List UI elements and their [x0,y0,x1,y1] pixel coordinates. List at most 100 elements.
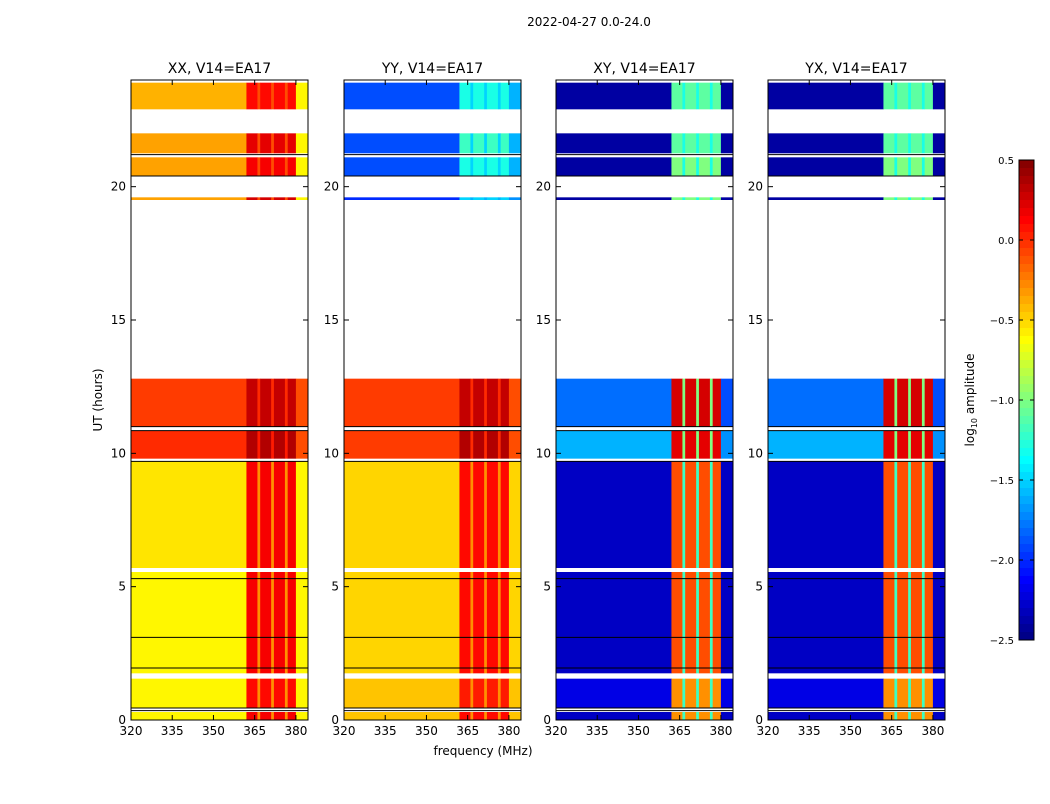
heatmap-cell [271,461,275,568]
heatmap-cell [500,678,510,708]
heatmap-cell [459,712,471,720]
heatmap-cell [709,133,713,154]
heatmap-cell [908,197,912,200]
heatmap-cell [246,461,258,568]
y-tick-label: 5 [331,580,339,594]
heatmap-cell [473,197,485,200]
heatmap-cell [295,572,309,674]
heatmap-cell [897,197,909,200]
heatmap-cell [131,678,247,708]
colorbar-segment [1019,592,1034,601]
heatmap-cell [131,157,247,176]
heatmap-cell [246,378,258,427]
heatmap-cell [932,82,946,110]
heatmap-cell [257,572,261,674]
colorbar-segment [1019,208,1034,217]
heatmap-cell [696,430,700,459]
colorbar-segment [1019,168,1034,177]
colorbar-segment [1019,584,1034,593]
heatmap-cell [295,82,309,110]
heatmap-cell [470,430,474,459]
heatmap-cell [908,712,912,720]
y-tick-label: 10 [324,446,339,460]
heatmap-cell [486,712,499,720]
heatmap-cell [500,133,510,154]
heatmap-cell [284,712,288,720]
heatmap-cell [287,197,297,200]
heatmap-cell [284,82,288,110]
heatmap-cell [508,82,522,110]
heatmap-cell [484,378,488,427]
heatmap-cell [696,157,700,176]
colorbar-segment [1019,296,1034,305]
heatmap-cell [287,461,297,568]
heatmap-cell [271,157,275,176]
heatmap-cell [709,378,713,427]
colorbar-segment [1019,568,1034,577]
heatmap-cell [897,378,909,427]
heatmap-cell [257,82,261,110]
x-tick-label: 350 [202,724,225,738]
heatmap-cell [910,133,923,154]
x-tick-label: 365 [243,724,266,738]
heatmap-cell [671,197,683,200]
heatmap-cell [246,712,258,720]
figure-suptitle: 2022-04-27 0.0-24.0 [527,15,651,29]
colorbar-label-sub: 10 [970,418,979,428]
heatmap-cell [459,461,471,568]
heatmap-cell [921,378,925,427]
heatmap-cell [685,712,697,720]
heatmap-cell [260,678,272,708]
heatmap-cell [682,712,686,720]
heatmap-cell [685,133,697,154]
heatmap-cell [894,678,898,708]
heatmap-cell [698,572,711,674]
heatmap-cell [883,572,895,674]
heatmap-cell [921,712,925,720]
heatmap-cell [709,678,713,708]
panel-frame [555,79,734,721]
heatmap-cell [908,378,912,427]
colorbar-label-text: amplitude [963,354,977,418]
heatmap-cell [459,133,471,154]
heatmap-cell [344,461,460,568]
heatmap-cell [883,712,895,720]
heatmap-cell [908,461,912,568]
heatmap-cell [556,82,672,110]
heatmap-cell [497,197,501,200]
heatmap-cell [910,157,923,176]
heatmap-cell [295,712,309,720]
colorbar-segment [1019,184,1034,193]
heatmap-cell [698,133,711,154]
colorbar-tick-label: −0.5 [990,316,1014,327]
colorbar-segment [1019,464,1034,473]
heatmap-cell [894,712,898,720]
panel-frame [343,79,522,721]
x-tick-label: 350 [415,724,438,738]
heatmap-cell [682,430,686,459]
heatmap-cell [685,430,697,459]
heatmap-cell [284,430,288,459]
heatmap-cell [671,378,683,427]
heatmap-cell [500,430,510,459]
heatmap-cell [698,378,711,427]
y-tick-label: 20 [536,180,551,194]
heatmap-cell [470,82,474,110]
x-axis-label: frequency (MHz) [433,744,532,758]
colorbar-segment [1019,304,1034,313]
heatmap-cell [246,157,258,176]
heatmap-cell [287,572,297,674]
heatmap-cell [257,678,261,708]
heatmap-cell [894,197,898,200]
heatmap-cell [497,461,501,568]
heatmap-cell [497,712,501,720]
heatmap-cell [131,197,247,200]
heatmap-cell [768,430,884,459]
heatmap-cell [897,712,909,720]
heatmap-cell [682,197,686,200]
x-tick-label: 350 [839,724,862,738]
heatmap-cell [883,157,895,176]
heatmap-cell [894,461,898,568]
heatmap-cell [484,461,488,568]
heatmap-cell [685,461,697,568]
